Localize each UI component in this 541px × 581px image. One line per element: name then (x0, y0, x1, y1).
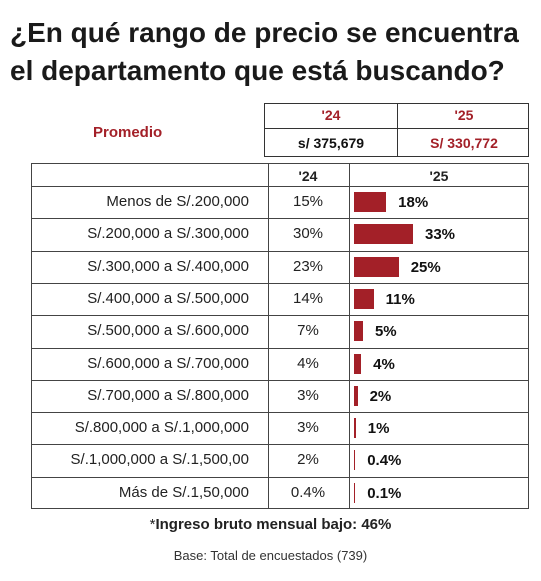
value-25-label: 11% (385, 290, 415, 308)
average-value-24: s/ 375,679 (297, 135, 365, 151)
value-24-label: 14% (292, 289, 324, 307)
column-header-24: '24 (298, 168, 318, 184)
value-24-label: 15% (292, 193, 324, 210)
bar-25 (354, 192, 387, 212)
average-year-25: '25 (454, 107, 474, 123)
value-25-label: 25% (410, 258, 441, 276)
footnote-text: Ingreso bruto mensual bajo: 46% (155, 516, 392, 533)
page-title: ¿En qué rango de precio se encuentra el … (10, 17, 519, 86)
category-label: S/.400,000 a S/.500,000 (87, 289, 249, 307)
value-25-label: 1% (367, 420, 390, 438)
value-25-label: 0.4% (367, 452, 402, 470)
value-24-label: 3% (297, 419, 319, 437)
average-year-24: '24 (321, 107, 341, 123)
bar-25 (354, 224, 413, 245)
category-label: S/.1,000,000 a S/.1,500,00 (70, 451, 249, 469)
bar-25 (354, 418, 356, 439)
value-25-label: 5% (374, 323, 397, 341)
footnote-asterisk: * (149, 516, 156, 533)
value-25-label: 33% (425, 226, 456, 244)
value-24-label: 7% (297, 322, 319, 340)
value-24-label: 4% (297, 354, 319, 372)
row-divider (32, 218, 528, 220)
value-25-label: 18% (398, 194, 429, 211)
row-divider (32, 476, 528, 478)
value-25-label: 0.1% (367, 484, 402, 502)
footnote: *Ingreso bruto mensual bajo: 46% (0, 516, 541, 533)
category-label: S/.300,000 a S/.400,000 (87, 257, 249, 275)
average-value-25: S/ 330,772 (430, 135, 498, 151)
category-label: S/.500,000 a S/.600,000 (87, 322, 249, 340)
value-24-label: 0.4% (290, 483, 326, 501)
row-divider (32, 315, 528, 317)
column-divider (349, 164, 350, 508)
category-label: S/.600,000 a S/.700,000 (87, 354, 249, 372)
bar-25 (354, 353, 362, 374)
bar-25 (354, 321, 363, 342)
base-note: Base: Total de encuestados (739) (173, 548, 368, 563)
category-label: Más de S/.1,50,000 (118, 483, 249, 501)
value-24-label: 30% (292, 225, 324, 243)
bar-25 (354, 288, 374, 309)
promedio-label: Promedio (93, 124, 163, 141)
price-range-table: '24 '25 Menos de S/.200,000 15% 18% S/.200,… (31, 163, 529, 509)
divider (265, 128, 528, 129)
bar-25 (354, 482, 356, 503)
row-divider (32, 412, 528, 414)
value-25-label: 2% (369, 387, 392, 405)
value-24-label: 2% (297, 451, 319, 469)
row-divider (32, 282, 528, 284)
category-label: S/.700,000 a S/.800,000 (87, 386, 249, 404)
category-label: S/.200,000 a S/.300,000 (87, 225, 249, 243)
row-divider (32, 347, 528, 349)
row-divider (32, 379, 528, 381)
bar-25 (354, 256, 399, 277)
category-label: S/.800,000 a S/.1,000,000 (74, 419, 249, 437)
value-24-label: 23% (292, 257, 324, 275)
bar-25 (354, 450, 356, 471)
average-price-table: '24 '25 s/ 375,679 S/ 330,772 (264, 103, 529, 157)
row-divider (32, 444, 528, 446)
value-25-label: 4% (373, 355, 395, 373)
row-divider (32, 250, 528, 252)
header-divider (32, 186, 528, 187)
value-24-label: 3% (297, 386, 319, 404)
column-header-25: '25 (429, 168, 449, 184)
bar-25 (354, 385, 358, 406)
divider (397, 104, 398, 156)
category-label: Menos de S/.200,000 (106, 193, 249, 210)
column-divider (268, 164, 269, 508)
